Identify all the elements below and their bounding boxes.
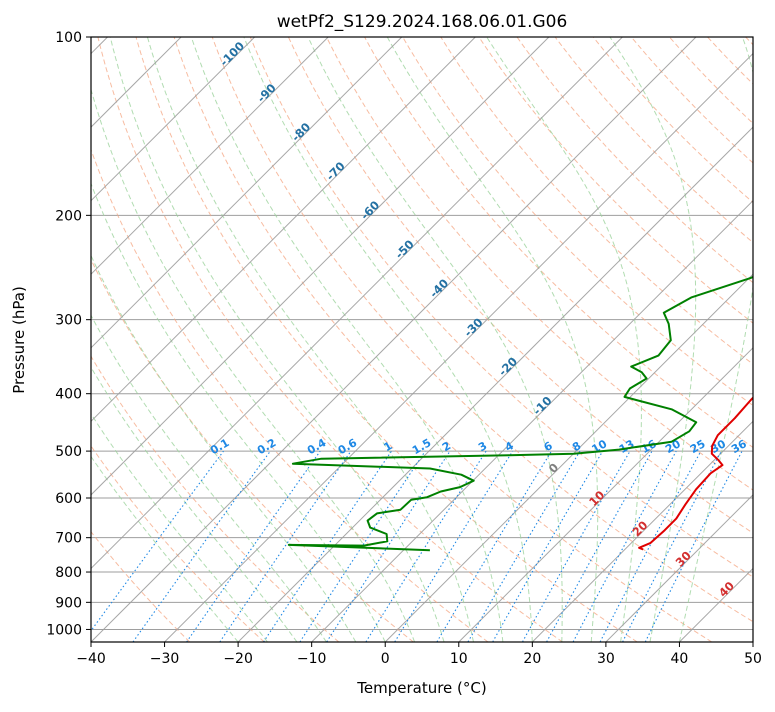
y-tick-label: 300 xyxy=(55,313,82,329)
y-tick-label: 400 xyxy=(55,387,82,403)
x-tick-label: −10 xyxy=(297,651,327,667)
x-tick-label: 50 xyxy=(744,651,762,667)
y-tick-label: 200 xyxy=(55,208,82,224)
y-tick-label: 1000 xyxy=(46,622,82,638)
x-tick-label: −40 xyxy=(76,651,106,667)
y-tick-label: 700 xyxy=(55,531,82,547)
chart-title: wetPf2_S129.2024.168.06.01.G06 xyxy=(277,12,568,32)
y-tick-label: 600 xyxy=(55,491,82,507)
y-tick-label: 900 xyxy=(55,595,82,611)
y-axis-label: Pressure (hPa) xyxy=(10,286,28,394)
x-tick-label: 0 xyxy=(381,651,390,667)
y-tick-label: 100 xyxy=(55,30,82,46)
y-tick-label: 800 xyxy=(55,565,82,581)
x-tick-label: −20 xyxy=(223,651,253,667)
x-tick-label: −30 xyxy=(150,651,180,667)
x-tick-label: 30 xyxy=(597,651,615,667)
x-tick-label: 20 xyxy=(523,651,541,667)
x-tick-label: 40 xyxy=(671,651,689,667)
x-axis-label: Temperature (°C) xyxy=(356,679,486,697)
x-tick-label: 10 xyxy=(450,651,468,667)
y-tick-label: 500 xyxy=(55,444,82,460)
